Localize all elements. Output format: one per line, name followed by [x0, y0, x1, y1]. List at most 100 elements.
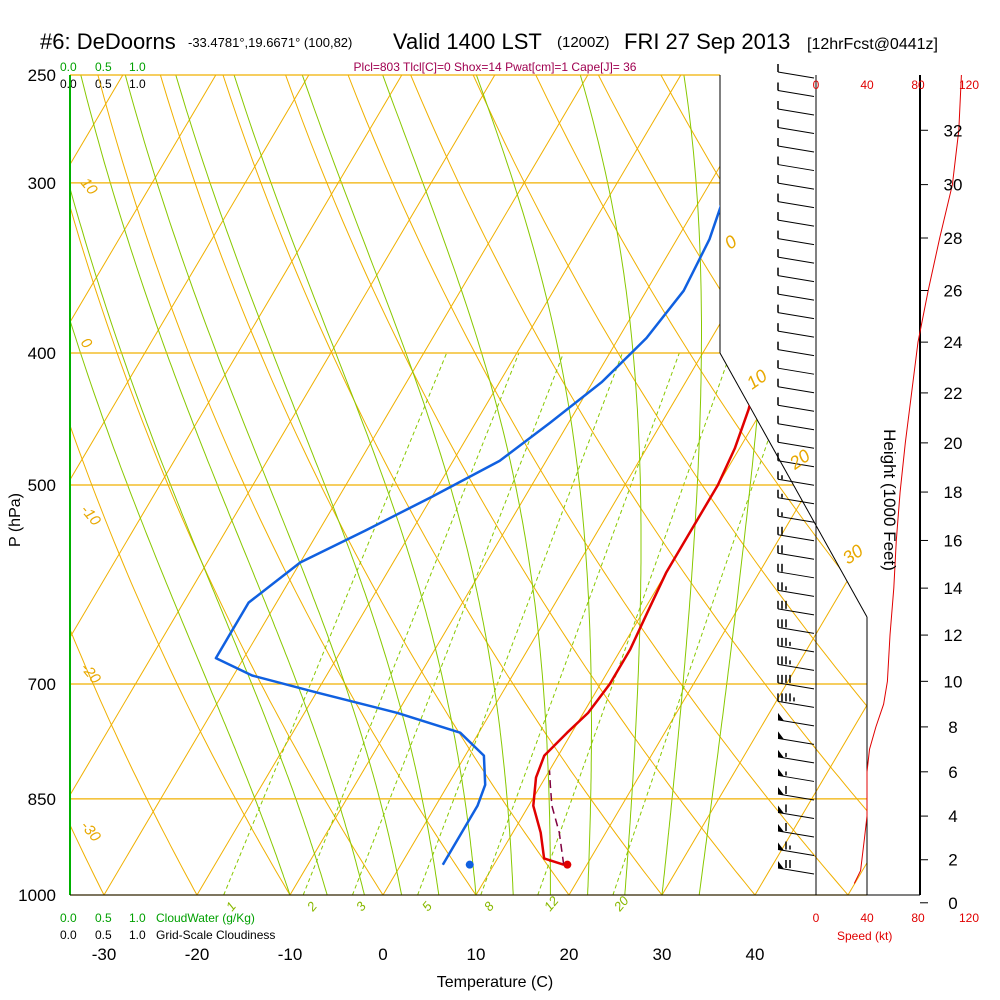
pressure-tick-400: 400: [28, 344, 56, 363]
wind-barb-flag: [778, 731, 784, 740]
wind-barb: [777, 619, 815, 634]
dry-adiabat-line: [400, 75, 867, 895]
wind-barb: [777, 785, 815, 801]
station-title: #6: DeDoorns: [40, 29, 176, 54]
height-tick-32: 32: [944, 121, 963, 140]
temperature-tick-30: 30: [653, 945, 672, 964]
wind-barb: [777, 656, 815, 671]
isotherm-label-0: 10: [77, 175, 101, 199]
cloud-scale-top-black-0: 0.0: [60, 77, 77, 91]
height-tick-8: 8: [948, 718, 957, 737]
moist-adiabat-line: [661, 75, 702, 895]
dry-adiabat-label-3: 30: [839, 540, 867, 568]
wind-barb: [777, 193, 815, 209]
moist-adiabat-line: [124, 75, 403, 895]
wind-barb-flag: [778, 823, 784, 832]
wind-barb-shaft: [777, 145, 815, 153]
wind-barb-shaft: [777, 312, 815, 320]
wind-barb: [777, 286, 815, 301]
wind-barb-shaft: [777, 848, 815, 856]
speed-tick-bottom-1: 40: [860, 911, 874, 925]
wind-barb-flag: [778, 805, 784, 814]
speed-tick-top-0: 0: [813, 78, 820, 92]
speed-tick-top-3: 120: [959, 78, 979, 92]
wind-barb-shaft: [777, 756, 815, 764]
pressure-tick-500: 500: [28, 476, 56, 495]
dry-adiabat-label-0: 0: [721, 231, 741, 253]
height-axis-title: Height (1000 Feet): [880, 429, 899, 571]
wind-barb: [777, 212, 815, 227]
wind-barb-shaft: [777, 108, 815, 116]
temperature-tick--10: -10: [278, 945, 303, 964]
wind-barb: [777, 822, 815, 838]
stability-indices: Plcl=803 Tlcl[C]=0 Shox=14 Pwat[cm]=1 Ca…: [354, 60, 637, 74]
wind-barb-shaft: [777, 127, 815, 135]
isotherm-label-4: -30: [77, 818, 104, 846]
wind-barb: [777, 304, 815, 320]
wind-barb-shaft: [777, 219, 815, 227]
dry-adiabat-line: [70, 75, 214, 895]
speed-tick-bottom-0: 0: [813, 911, 820, 925]
wind-barb-shaft: [777, 571, 815, 579]
moist-adiabat-line: [301, 75, 514, 895]
temperature-tick-20: 20: [560, 945, 579, 964]
speed-axis-title: Speed (kt): [837, 929, 892, 943]
moist-adiabat-line: [70, 75, 291, 895]
wind-barb: [777, 323, 815, 338]
surface-dewpoint-marker: [465, 860, 474, 869]
cloud-scale-bottom-black-2: 1.0: [129, 928, 146, 942]
wind-barb-flag: [778, 712, 784, 721]
height-tick-30: 30: [944, 176, 963, 195]
wind-barb-flag: [778, 749, 784, 758]
height-tick-22: 22: [944, 384, 963, 403]
pressure-tick-300: 300: [28, 174, 56, 193]
wind-barb-flag: [778, 842, 784, 851]
wind-speed-line: [853, 74, 962, 884]
mixing-ratio-label-4: 8: [481, 898, 498, 914]
height-tick-2: 2: [948, 851, 957, 870]
x-axis-title: Temperature (C): [437, 974, 553, 991]
mixing-ratio-lines: [223, 352, 799, 895]
wind-barb-shaft: [777, 423, 815, 431]
temperature-tick-0: 0: [378, 945, 387, 964]
wind-barb: [777, 545, 815, 560]
wind-barb-shaft: [777, 645, 815, 653]
wind-barb: [777, 156, 815, 172]
height-tick-28: 28: [944, 229, 963, 248]
mixing-ratio-label-5: 12: [541, 893, 562, 914]
temperature-tick--20: -20: [185, 945, 210, 964]
wind-barb: [777, 249, 815, 264]
dry-adiabat-line: [152, 75, 591, 895]
wind-barb-shaft: [777, 774, 815, 782]
wind-barb-shaft: [777, 164, 815, 172]
cloud-scale-top-green-1: 0.5: [95, 60, 112, 74]
sounding-traces: [214, 75, 813, 866]
wind-barb-shaft: [777, 552, 815, 560]
speed-tick-bottom-3: 120: [959, 911, 979, 925]
moist-adiabat-line: [70, 75, 328, 895]
height-tick-12: 12: [944, 626, 963, 645]
moist-adiabat-line: [579, 75, 642, 895]
wind-barb: [777, 563, 815, 579]
moist-adiabats: [70, 75, 777, 895]
wind-barb: [777, 230, 815, 246]
dry-adiabat-line: [523, 75, 867, 895]
pressure-ticks: 250 300 400 500 700 850 1000: [18, 66, 56, 905]
surface-temperature-marker: [563, 860, 572, 869]
cloud-scale-top-black-1: 0.5: [95, 77, 112, 91]
dry-adiabat-line: [276, 75, 780, 895]
wind-barb: [777, 397, 815, 412]
mixing-ratio-label-2: 3: [353, 898, 370, 914]
wind-barb: [777, 731, 815, 745]
forecast-date: FRI 27 Sep 2013: [624, 29, 790, 54]
speed-tick-bottom-2: 80: [911, 911, 925, 925]
wind-barb: [777, 175, 815, 190]
isotherm-line: [70, 75, 310, 895]
mixing-ratio-line: [612, 352, 799, 895]
wind-barb-shaft: [777, 367, 815, 375]
dry-adiabat-line: [91, 75, 497, 895]
cloud-scale-top-green-2: 1.0: [129, 60, 146, 74]
wind-barb: [777, 674, 815, 690]
